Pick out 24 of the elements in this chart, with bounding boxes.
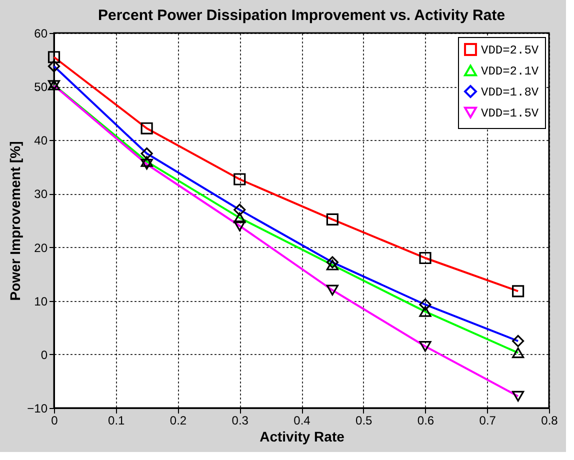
x-tick-label: 0.6 xyxy=(417,414,434,428)
x-tick-label: 0.8 xyxy=(541,414,558,428)
x-tick-label: 0.4 xyxy=(294,414,311,428)
x-tick-label: 0.3 xyxy=(232,414,249,428)
x-tick-label: 0.7 xyxy=(479,414,496,428)
legend-label: VDD=2.5V xyxy=(481,44,540,58)
x-tick-label: 0 xyxy=(51,414,58,428)
y-tick-label: −10 xyxy=(27,402,48,416)
y-tick-label: 60 xyxy=(34,26,48,40)
y-axis-title: Power Improvement [%] xyxy=(7,141,24,301)
y-tick-label: 20 xyxy=(34,240,48,255)
x-tick-label: 0.1 xyxy=(108,414,126,428)
y-tick-label: 30 xyxy=(34,187,48,202)
x-tick-label: 0.2 xyxy=(170,414,187,428)
y-tick-label: 40 xyxy=(34,134,48,148)
y-tick-label: 50 xyxy=(34,80,48,94)
x-tick-label: 0.5 xyxy=(356,414,373,428)
legend-label: VDD=1.5V xyxy=(481,106,540,120)
y-tick-label: 0 xyxy=(40,348,48,362)
y-tick-label: 10 xyxy=(34,294,48,308)
x-axis-title: Activity Rate xyxy=(260,428,345,444)
legend-label: VDD=2.1V xyxy=(481,64,540,78)
legend-label: VDD=1.8V xyxy=(481,86,540,100)
chart-title: Percent Power Dissipation Improvement vs. Activity Rate xyxy=(98,7,506,24)
